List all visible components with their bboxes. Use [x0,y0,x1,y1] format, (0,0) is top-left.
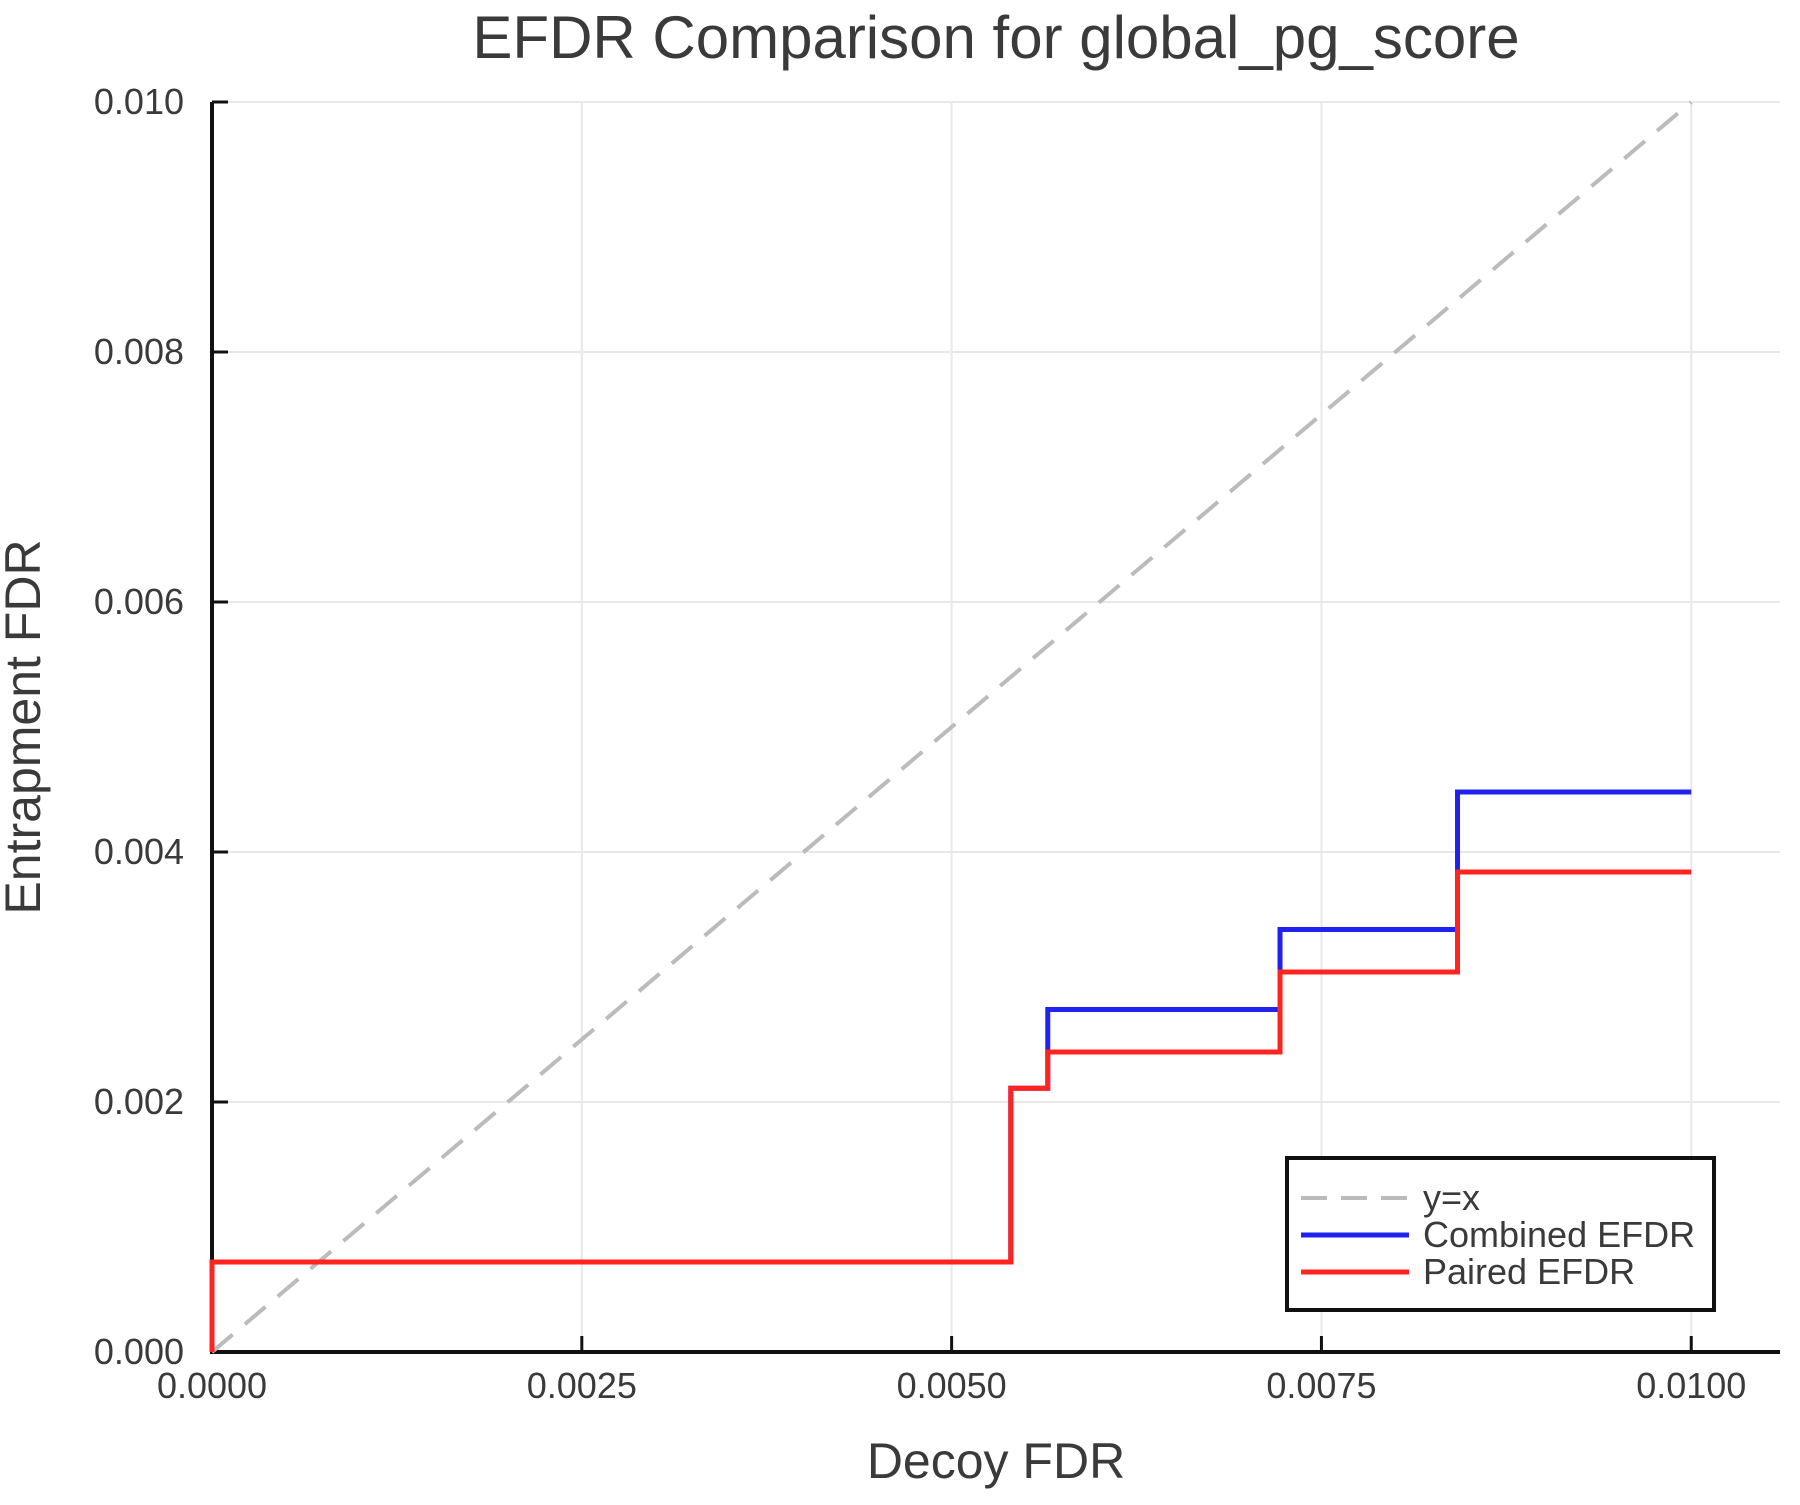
legend-label: y=x [1423,1177,1480,1218]
axes-spines [210,102,1780,1354]
y-axis-label: Entrapment FDR [0,539,51,914]
y-tick-label: 0.006 [94,581,184,622]
x-tick-labels: 0.0000 0.0025 0.0050 0.0075 0.0100 [157,1365,1746,1406]
y-tick-labels: 0.000 0.002 0.004 0.006 0.008 0.010 [94,81,184,1372]
x-tick-label: 0.0075 [1266,1365,1376,1406]
y-tick-label: 0.004 [94,831,184,872]
identity-line [210,100,1693,1354]
x-tick-label: 0.0100 [1636,1365,1746,1406]
chart-title: EFDR Comparison for global_pg_score [472,4,1519,71]
y-tick-label: 0.000 [94,1331,184,1372]
x-tick-label: 0.0000 [157,1365,267,1406]
y-tick-label: 0.002 [94,1081,184,1122]
x-tick-label: 0.0050 [897,1365,1007,1406]
series-paired-efdr [209,869,1692,1352]
y-tick-label: 0.010 [94,81,184,122]
legend-label: Combined EFDR [1423,1214,1695,1255]
x-axis-label: Decoy FDR [867,1433,1125,1489]
legend-label: Paired EFDR [1423,1251,1635,1292]
data-series [209,100,1693,1354]
y-tick-label: 0.008 [94,331,184,372]
x-tick-label: 0.0025 [527,1365,637,1406]
